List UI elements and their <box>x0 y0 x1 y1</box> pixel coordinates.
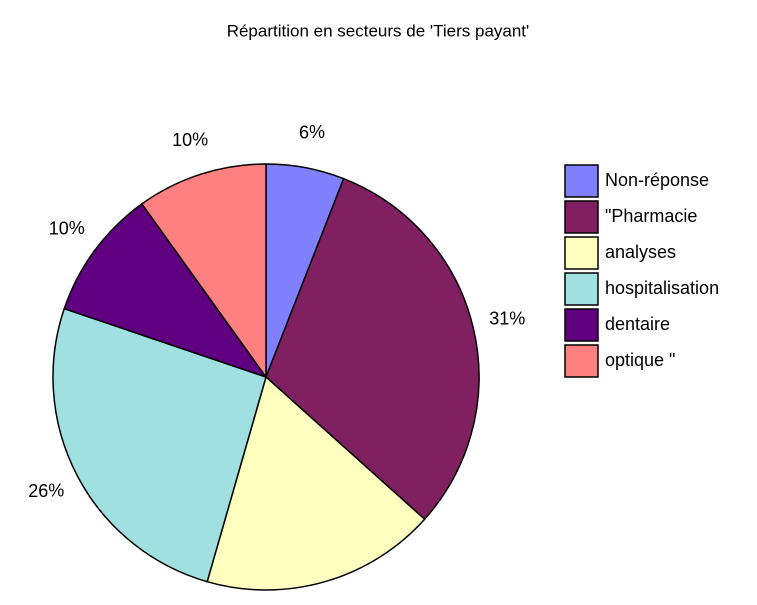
slice-value: 10 <box>172 130 192 150</box>
legend-swatch <box>564 164 599 198</box>
pie-slice <box>140 163 267 380</box>
legend-swatch <box>564 200 599 234</box>
slice-label: 26% <box>28 481 64 501</box>
legend-swatch <box>564 308 599 342</box>
slice-label: 6% <box>299 122 325 142</box>
legend-swatch <box>564 272 599 306</box>
legend-label: analyses <box>605 242 676 262</box>
slice-value: 6 <box>299 122 309 142</box>
legend-swatch <box>564 344 599 378</box>
pie-slice <box>206 375 426 591</box>
slice-value: 10 <box>49 218 69 238</box>
legend-label: hospitalisation <box>605 278 719 298</box>
chart-title: Répartition en secteurs de 'Tiers payant… <box>227 21 530 40</box>
slice-value: 26 <box>28 481 48 501</box>
pie-slice <box>265 177 480 521</box>
legend-label: "Pharmacie <box>605 206 697 226</box>
pie-slice <box>52 307 267 583</box>
slice-value: 31 <box>489 308 509 328</box>
slice-label: 31% <box>489 308 525 328</box>
pie-slice <box>63 202 268 379</box>
legend-label: Non-réponse <box>605 170 709 190</box>
legend-label: optique " <box>605 350 675 370</box>
legend-label: dentaire <box>605 314 670 334</box>
legend-swatch <box>564 236 599 270</box>
slice-label: 10% <box>49 218 85 238</box>
slice-label: 10% <box>172 130 208 150</box>
